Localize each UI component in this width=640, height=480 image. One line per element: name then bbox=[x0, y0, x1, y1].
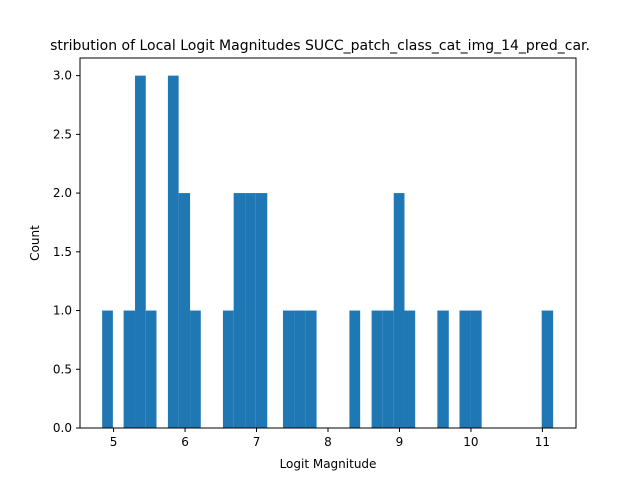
y-tick-label-1: 0.5 bbox=[53, 362, 72, 376]
histogram-bar-3 bbox=[145, 310, 157, 428]
histogram-bar-11 bbox=[282, 310, 295, 428]
x-tick-label-3: 8 bbox=[324, 435, 332, 449]
y-tick-label-2: 1.0 bbox=[53, 304, 72, 318]
histogram-bar-15 bbox=[371, 310, 383, 428]
histogram-bar-20 bbox=[459, 310, 471, 428]
y-axis-ticks: 0.0 0.5 1.0 1.5 2.0 2.5 3.0 bbox=[53, 69, 80, 435]
histogram-bar-2 bbox=[135, 75, 146, 429]
histogram-bar-12 bbox=[294, 310, 306, 428]
x-tick-label-1: 6 bbox=[181, 435, 189, 449]
y-tick-label-3: 1.5 bbox=[53, 245, 72, 259]
histogram-bar-1 bbox=[123, 310, 136, 428]
histogram-bar-4 bbox=[167, 75, 179, 429]
histogram-bar-13 bbox=[305, 310, 317, 428]
histogram-bar-14 bbox=[349, 310, 361, 428]
histogram-bar-21 bbox=[470, 310, 482, 428]
x-axis-ticks: 5 6 7 8 9 10 11 bbox=[110, 428, 550, 449]
y-tick-label-5: 2.5 bbox=[53, 127, 72, 141]
y-tick-label-6: 3.0 bbox=[53, 69, 72, 83]
y-tick-label-4: 2.0 bbox=[53, 186, 72, 200]
histogram-bar-9 bbox=[245, 193, 256, 428]
x-tick-label-4: 9 bbox=[396, 435, 404, 449]
histogram-bar-8 bbox=[233, 193, 246, 428]
x-tick-label-0: 5 bbox=[110, 435, 118, 449]
histogram-bar-5 bbox=[178, 193, 191, 428]
x-tick-label-2: 7 bbox=[253, 435, 261, 449]
histogram-bar-7 bbox=[222, 310, 234, 428]
y-axis-label: Count bbox=[28, 225, 42, 261]
histogram-bar-0 bbox=[102, 310, 113, 428]
histogram-bar-22 bbox=[541, 310, 554, 428]
chart-title: stribution of Local Logit Magnitudes SUC… bbox=[50, 38, 590, 54]
x-axis-label: Logit Magnitude bbox=[280, 457, 377, 471]
plot-frame bbox=[79, 57, 577, 429]
histogram-bar-16 bbox=[382, 310, 394, 428]
histogram-bar-6 bbox=[190, 310, 201, 428]
histogram-bar-17 bbox=[393, 193, 405, 428]
bars-group bbox=[102, 75, 554, 429]
x-tick-label-5: 10 bbox=[463, 435, 478, 449]
y-tick-label-0: 0.0 bbox=[53, 421, 72, 435]
histogram-bar-19 bbox=[437, 310, 449, 428]
x-tick-label-6: 11 bbox=[535, 435, 550, 449]
histogram-bar-10 bbox=[255, 193, 268, 428]
histogram-bar-18 bbox=[404, 310, 416, 428]
